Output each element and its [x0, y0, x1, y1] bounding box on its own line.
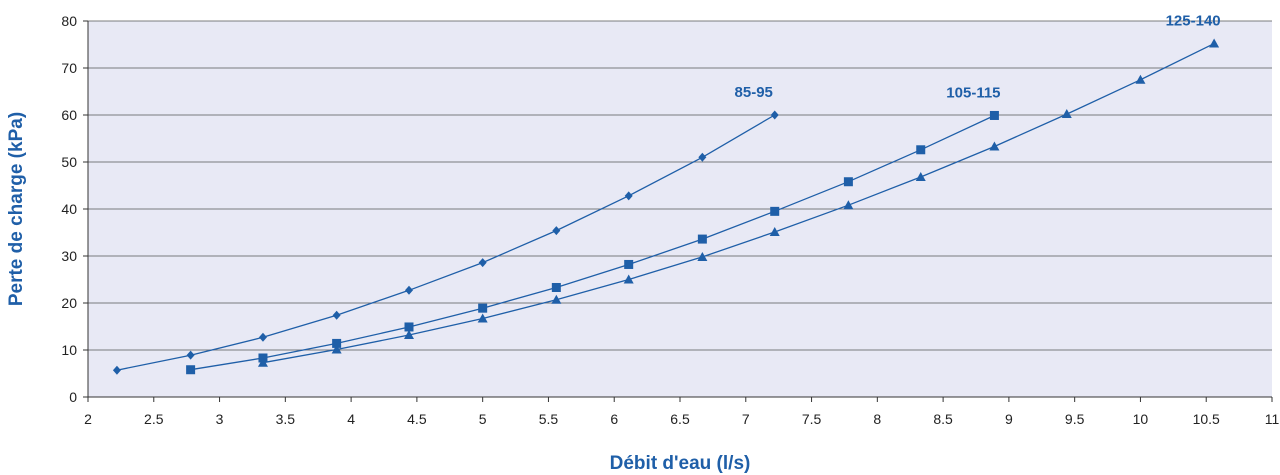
x-tick-label: 7: [742, 411, 750, 427]
series-line: [116, 114, 776, 371]
data-point: [1209, 38, 1220, 48]
x-tick-label: 5.5: [539, 411, 559, 427]
x-tick-label: 10.5: [1193, 411, 1220, 427]
data-point: [551, 294, 562, 304]
series-125-140: 125-140: [257, 13, 1221, 367]
data-point: [257, 357, 268, 367]
y-tick-label: 10: [61, 342, 77, 358]
data-point: [551, 282, 561, 292]
data-point: [697, 251, 708, 261]
data-point: [697, 234, 707, 244]
x-tick-label: 2.5: [144, 411, 164, 427]
x-axis-title: Débit d'eau (l/s): [610, 453, 751, 474]
data-point: [843, 177, 853, 187]
x-tick-label: 3.5: [276, 411, 296, 427]
y-tick-label: 30: [61, 248, 77, 264]
data-point: [332, 338, 342, 348]
x-tick-label: 7.5: [802, 411, 822, 427]
data-point: [769, 227, 780, 237]
data-point: [478, 303, 488, 313]
x-tick-label: 5: [479, 411, 487, 427]
x-tick-label: 4: [347, 411, 355, 427]
data-point: [770, 206, 780, 216]
data-point: [332, 310, 341, 320]
data-point: [477, 313, 488, 323]
series-label: 125-140: [1166, 13, 1221, 30]
x-tick-label: 10: [1133, 411, 1149, 427]
y-tick-label: 0: [69, 389, 77, 405]
data-point: [478, 258, 487, 268]
tick-labels: 0 10 20 30 40 50 60 70 80 2 2.5 3 3.5 4 4.5 5 5.5 6 6.5 7 7.…: [61, 13, 1279, 427]
grid-lines: [88, 20, 1272, 351]
data-point: [258, 332, 267, 342]
y-tick-label: 40: [61, 201, 77, 217]
data-point: [186, 365, 196, 375]
x-tick-label: 2: [84, 411, 92, 427]
x-tick-label: 6.5: [670, 411, 690, 427]
series-line: [262, 43, 1215, 364]
data-point: [623, 274, 634, 284]
y-tick-label: 80: [61, 13, 77, 29]
data-point: [698, 152, 707, 162]
y-axis-title: Perte de charge (kPa): [6, 112, 27, 306]
series-85-95: 85-95: [112, 84, 779, 375]
data-point: [552, 226, 561, 236]
data-point: [915, 172, 926, 182]
series-105-115: 105-115: [186, 84, 1001, 375]
data-point: [186, 350, 195, 360]
data-point: [989, 110, 999, 120]
data-point: [624, 259, 634, 269]
x-tick-label: 8: [873, 411, 881, 427]
data-point: [916, 145, 926, 155]
data-point: [989, 141, 1000, 151]
x-tick-label: 3: [216, 411, 224, 427]
data-point: [331, 344, 342, 354]
y-tick-label: 60: [61, 107, 77, 123]
data-point: [843, 200, 854, 210]
y-tick-label: 70: [61, 60, 77, 76]
series-label: 105-115: [946, 84, 1000, 101]
data-point: [624, 191, 633, 201]
series-label: 85-95: [735, 84, 773, 101]
data-point: [1061, 109, 1072, 119]
data-point: [404, 322, 414, 332]
y-tick-label: 50: [61, 154, 77, 170]
data-point: [403, 329, 414, 339]
x-tick-label: 8.5: [933, 411, 953, 427]
x-tick-label: 9.5: [1065, 411, 1085, 427]
data-point: [1135, 74, 1146, 84]
series-group: 85-95 105-115 125-140: [112, 13, 1221, 375]
series-line: [190, 114, 995, 371]
x-tick-label: 4.5: [407, 411, 427, 427]
data-point: [112, 365, 121, 375]
x-tick-label: 9: [1005, 411, 1013, 427]
data-point: [770, 110, 779, 120]
x-tick-label: 11: [1265, 411, 1280, 427]
y-tick-label: 20: [61, 295, 77, 311]
data-point: [404, 285, 413, 295]
x-tick-label: 6: [610, 411, 618, 427]
